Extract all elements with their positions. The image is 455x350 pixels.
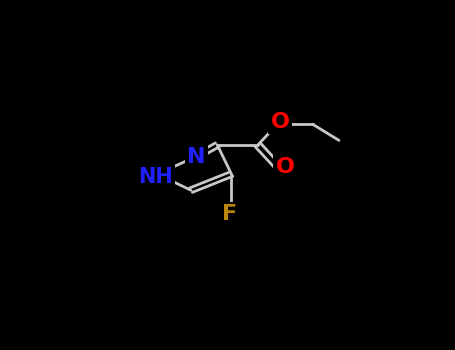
Text: O: O — [271, 112, 289, 132]
Text: F: F — [222, 204, 237, 224]
Text: O: O — [276, 157, 294, 177]
Text: NH: NH — [138, 167, 173, 187]
Text: N: N — [187, 147, 205, 167]
